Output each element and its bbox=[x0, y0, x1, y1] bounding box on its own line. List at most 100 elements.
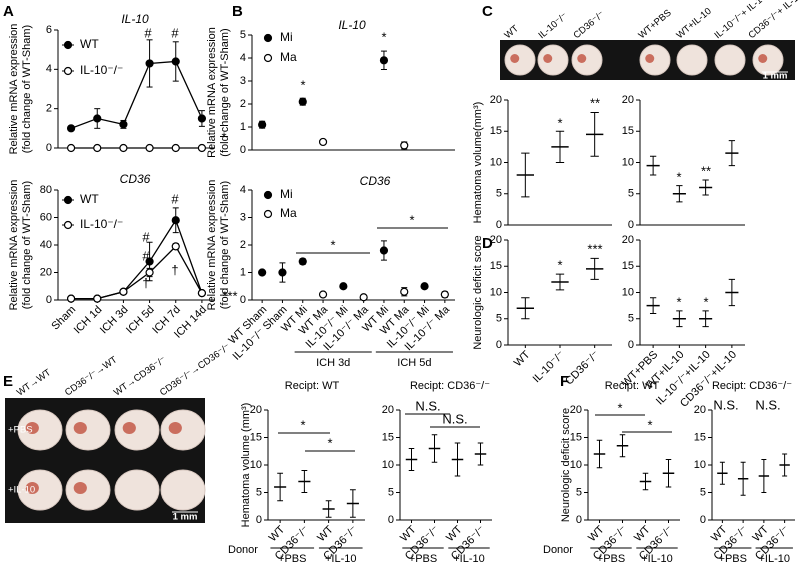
legend-label: IL-10⁻/⁻ bbox=[80, 63, 123, 77]
y-axis-label: (fold change of WT-Sham) bbox=[219, 181, 231, 309]
legend-marker bbox=[263, 190, 273, 200]
group-label: +PBS bbox=[409, 553, 437, 565]
y-tick-label: 5 bbox=[388, 486, 394, 498]
data-point bbox=[258, 120, 267, 129]
data-point bbox=[66, 294, 76, 303]
data-point bbox=[93, 143, 102, 153]
y-tick-label: 5 bbox=[496, 313, 502, 325]
data-point bbox=[197, 143, 207, 153]
panel-letter: D bbox=[482, 235, 493, 252]
annotation: # bbox=[171, 25, 179, 40]
chart-title: CD36 bbox=[360, 174, 391, 188]
annotation: * bbox=[409, 212, 414, 227]
brain-slice bbox=[65, 469, 111, 511]
y-tick-label: 5 bbox=[576, 486, 582, 498]
annotation: * bbox=[676, 169, 681, 184]
y-tick-label: 20 bbox=[694, 404, 706, 416]
image-label: CD36⁻/⁻→WT bbox=[63, 354, 120, 398]
data-point bbox=[145, 268, 154, 277]
legend-label: Mi bbox=[280, 30, 293, 44]
image-label: WT→WT bbox=[15, 367, 53, 399]
brain-slice bbox=[537, 44, 569, 76]
annotation: N.S. bbox=[755, 397, 780, 412]
annotation: * bbox=[221, 129, 226, 144]
data-point bbox=[119, 143, 128, 153]
brain-slice bbox=[676, 44, 708, 76]
annotation: † bbox=[142, 275, 149, 290]
x-tick-label: ICH 5d bbox=[124, 304, 157, 337]
y-tick-label: 15 bbox=[382, 431, 394, 443]
legend-label: Ma bbox=[280, 50, 297, 64]
y-tick-label: 4 bbox=[240, 52, 246, 64]
annotation: * bbox=[676, 294, 681, 309]
x-axis-label: Donor bbox=[228, 544, 258, 556]
y-axis-label: Hematoma volume (mm³) bbox=[240, 403, 252, 528]
annotation: * bbox=[557, 257, 562, 272]
y-tick-label: 3 bbox=[240, 211, 246, 223]
data-point bbox=[278, 268, 287, 277]
annotation: † bbox=[171, 262, 178, 277]
chart-title: IL-10 bbox=[121, 12, 149, 26]
panel-letter: A bbox=[3, 3, 14, 20]
y-tick-label: 10 bbox=[490, 286, 502, 298]
legend-label: Ma bbox=[280, 206, 297, 220]
data-point bbox=[93, 114, 102, 123]
legend-marker bbox=[263, 33, 273, 43]
y-axis-label: Hematoma volume(mm³) bbox=[472, 102, 484, 224]
hematoma bbox=[73, 482, 87, 494]
y-tick-label: 15 bbox=[622, 125, 634, 137]
data-point bbox=[66, 124, 76, 133]
annotation: # bbox=[171, 191, 179, 206]
legend-marker bbox=[63, 220, 73, 230]
y-tick-label: 5 bbox=[256, 486, 262, 498]
panel-letter: E bbox=[3, 373, 13, 390]
annotation: * bbox=[557, 115, 562, 130]
image-label: WT+IL-10 bbox=[674, 6, 713, 41]
x-tick-label: CD36⁻/⁻ bbox=[563, 349, 602, 388]
scale-label: 1 mm bbox=[763, 71, 788, 82]
annotation: * bbox=[300, 77, 305, 92]
hematoma bbox=[510, 54, 520, 63]
legend-marker bbox=[263, 53, 273, 63]
group-label: +PBS bbox=[719, 553, 747, 565]
hematoma bbox=[577, 54, 587, 63]
y-tick-label: 15 bbox=[490, 260, 502, 272]
y-tick-label: 0 bbox=[496, 339, 502, 351]
legend-marker bbox=[63, 66, 73, 76]
y-tick-label: 2 bbox=[46, 103, 52, 115]
chart-title: Recipt: WT bbox=[285, 380, 340, 392]
y-tick-label: 20 bbox=[622, 234, 634, 246]
group-label: ICH 3d bbox=[316, 357, 350, 369]
y-tick-label: 5 bbox=[628, 313, 634, 325]
y-tick-label: 15 bbox=[490, 125, 502, 137]
hematoma bbox=[758, 54, 768, 63]
annotation: * bbox=[330, 237, 335, 252]
data-point bbox=[298, 257, 307, 266]
group-label: +IL-10 bbox=[759, 553, 791, 565]
y-tick-label: 0 bbox=[240, 294, 246, 306]
y-axis-label: Relative mRNA expression bbox=[8, 24, 20, 155]
image-label: WT+PBS bbox=[636, 8, 673, 42]
data-point bbox=[66, 143, 76, 153]
annotation: N.S. bbox=[442, 411, 467, 426]
data-point bbox=[197, 114, 207, 123]
annotation: # bbox=[142, 229, 150, 244]
y-tick-label: 10 bbox=[490, 156, 502, 168]
group-label: +IL-10 bbox=[453, 553, 485, 565]
x-axis-label: Donor bbox=[543, 544, 573, 556]
image-label: CD36⁻/⁻→CD36⁻/⁻ bbox=[158, 342, 233, 399]
annotation: ** bbox=[701, 163, 711, 178]
y-tick-label: 2 bbox=[240, 98, 246, 110]
data-point bbox=[119, 287, 128, 296]
brain-slice bbox=[504, 44, 536, 76]
data-point bbox=[400, 141, 409, 150]
y-axis-label: (fold change of WT-Sham) bbox=[219, 28, 231, 156]
data-point bbox=[298, 97, 307, 106]
legend-label: Mi bbox=[280, 187, 293, 201]
y-tick-label: 4 bbox=[240, 184, 246, 196]
image-label: CD36⁻/⁻ bbox=[571, 9, 606, 41]
y-tick-label: 0 bbox=[256, 514, 262, 526]
y-axis-label: Relative mRNA expression bbox=[8, 180, 20, 311]
image-label: WT bbox=[502, 23, 521, 41]
